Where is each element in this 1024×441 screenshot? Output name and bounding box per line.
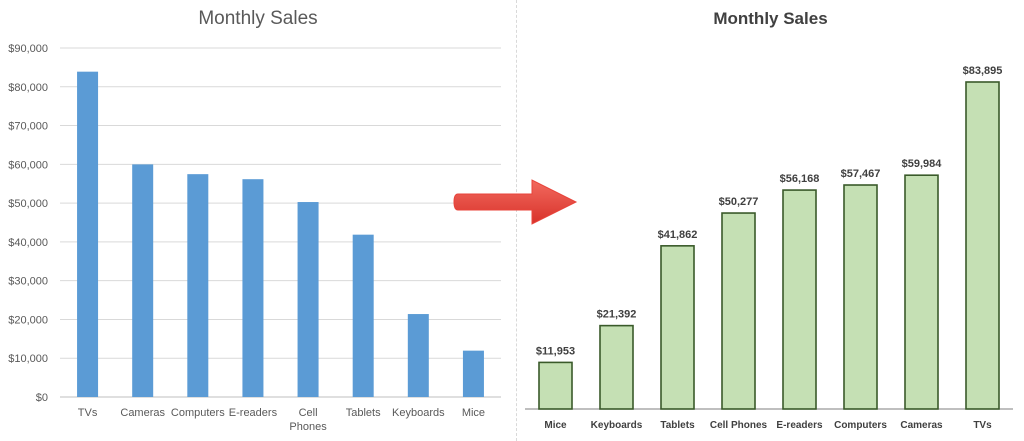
y-tick-label: $90,000 — [8, 43, 48, 55]
bar-cell-phones — [297, 202, 319, 397]
right-chart-panel: Monthly Sales $11,953 Mice $21,392 Keyboard… — [517, 0, 1024, 441]
bar-computers — [843, 184, 878, 410]
y-tick-label: $20,000 — [8, 314, 48, 326]
data-label: $21,392 — [597, 309, 637, 321]
y-tick-label: $80,000 — [8, 82, 48, 94]
x-tick-label: Keyboards — [392, 407, 445, 419]
y-tick-label: $70,000 — [8, 121, 48, 133]
x-tick-label: Cameras — [120, 407, 165, 419]
data-label: $57,467 — [841, 168, 881, 180]
x-tick-label: Keyboards — [591, 420, 643, 431]
left-bar-chart: $0 $10,000 $20,000 $30,000 $40,000 $50,000 $60… — [8, 43, 501, 433]
left-chart-title: Monthly Sales — [198, 8, 318, 29]
x-tick-label: Cameras — [900, 420, 943, 431]
x-tick-label: Tablets — [346, 407, 381, 419]
bar-cameras — [132, 164, 154, 397]
bar-keyboards — [599, 324, 634, 410]
right-bar-chart: $11,953 Mice $21,392 Keyboards $41,862 Tablet… — [525, 65, 1013, 431]
data-label: $83,895 — [963, 65, 1003, 77]
x-tick-label: Mice — [462, 407, 485, 419]
y-tick-label: $50,000 — [8, 198, 48, 210]
x-tick-label: Computers — [834, 420, 887, 431]
x-tick-label: Mice — [544, 420, 567, 431]
y-tick-label: $10,000 — [8, 353, 48, 365]
bar-e-readers — [242, 179, 264, 397]
bar-computers — [187, 174, 209, 397]
x-tick-label: Cell Phones — [710, 420, 768, 431]
bar-e-readers — [782, 189, 817, 410]
y-tick-label: $0 — [36, 392, 48, 404]
y-tick-label: $60,000 — [8, 159, 48, 171]
data-label: $59,984 — [902, 158, 943, 170]
x-tick-label: E-readers — [776, 420, 823, 431]
x-tick-label: Cell Phones — [289, 407, 327, 433]
x-tick-label: TVs — [973, 420, 992, 431]
bar-tvs — [965, 81, 1000, 410]
x-tick-label: Computers — [171, 407, 225, 419]
data-label: $56,168 — [780, 173, 820, 185]
bar-mice — [462, 350, 484, 397]
bar-mice — [538, 361, 573, 410]
right-chart-title: Monthly Sales — [713, 9, 828, 28]
data-label: $50,277 — [719, 196, 759, 208]
bar-tablets — [660, 245, 695, 410]
bar-tvs — [77, 71, 99, 398]
left-chart-panel: Monthly Sales $0 $10,000 $20,000 $30,000 $40… — [8, 8, 501, 433]
bar-keyboards — [407, 314, 429, 397]
bar-cell-phones — [721, 212, 756, 410]
data-label: $41,862 — [658, 229, 698, 241]
x-tick-label: Tablets — [660, 420, 695, 431]
x-tick-label: TVs — [78, 407, 98, 419]
y-tick-label: $40,000 — [8, 237, 48, 249]
bar-tablets — [352, 234, 374, 397]
bar-cameras — [904, 174, 939, 410]
right-arrow-icon — [453, 179, 578, 225]
data-label: $11,953 — [536, 345, 575, 357]
y-tick-label: $30,000 — [8, 276, 48, 288]
x-tick-label: E-readers — [229, 407, 278, 419]
panel-divider — [516, 0, 518, 441]
